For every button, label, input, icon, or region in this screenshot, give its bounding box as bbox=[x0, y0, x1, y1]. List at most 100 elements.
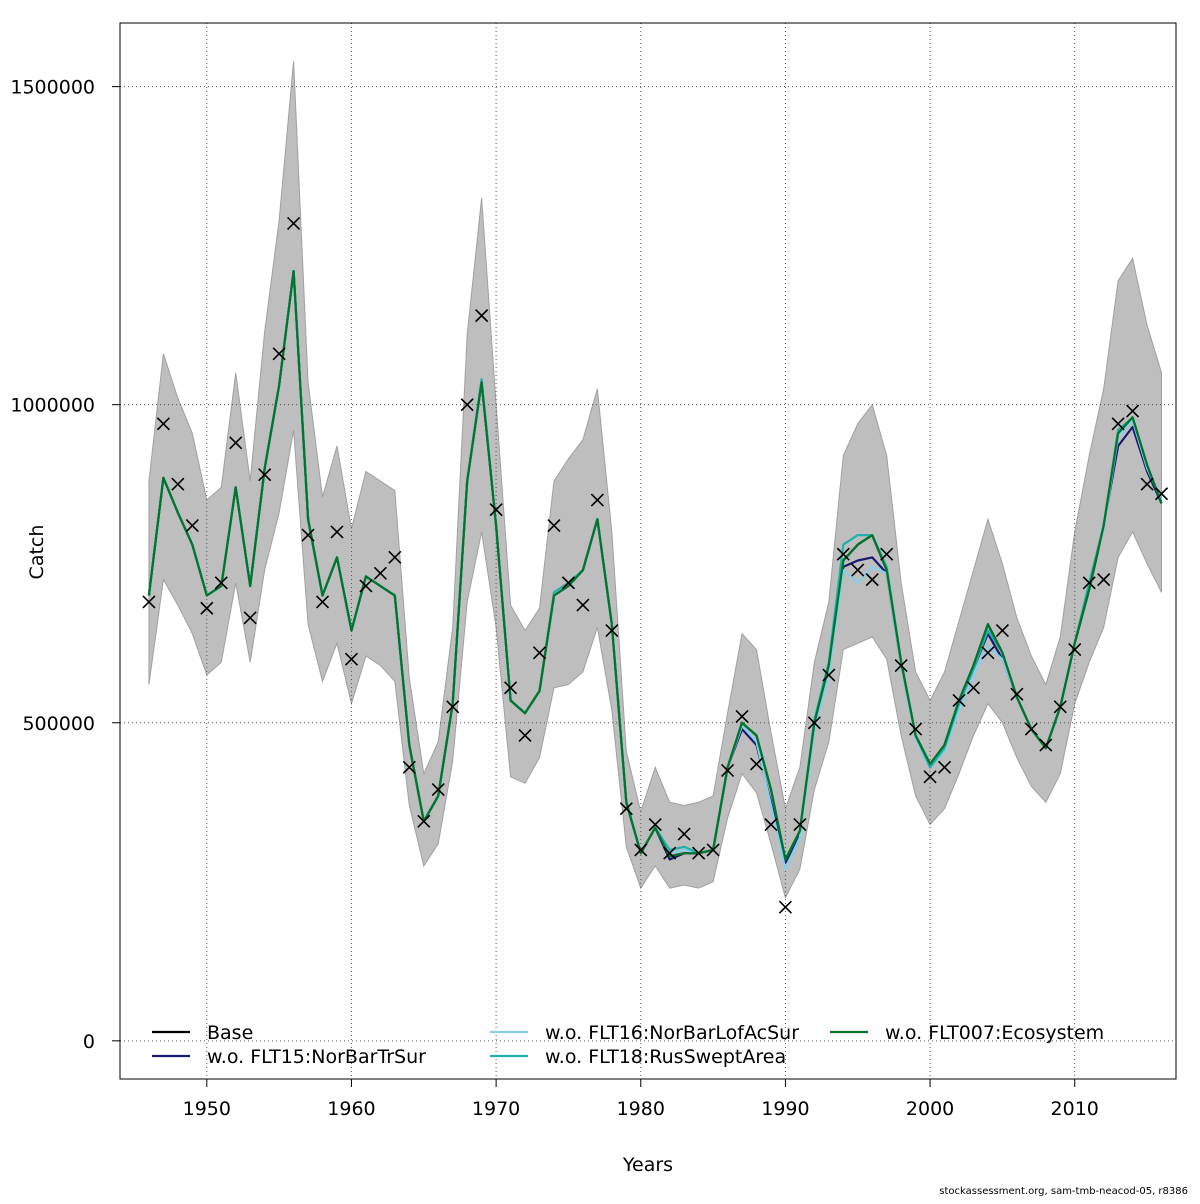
observed-point bbox=[402, 760, 416, 774]
x-tick-label: 2010 bbox=[1051, 1098, 1099, 1120]
observed-point bbox=[315, 595, 330, 609]
y-tick-label: 500000 bbox=[22, 713, 95, 735]
observed-point bbox=[937, 760, 952, 774]
observed-point bbox=[1082, 576, 1096, 590]
series-line bbox=[147, 270, 1163, 861]
observed-point bbox=[590, 493, 604, 507]
observed-point bbox=[1039, 738, 1053, 752]
observed-point bbox=[720, 763, 735, 778]
observed-point bbox=[619, 802, 633, 816]
observed-point bbox=[677, 827, 691, 841]
observed-point bbox=[489, 503, 503, 517]
observed-point bbox=[764, 817, 778, 832]
observed-point bbox=[214, 576, 228, 590]
observed-point bbox=[359, 579, 373, 593]
observed-point bbox=[561, 576, 576, 590]
observed-point bbox=[605, 623, 619, 638]
x-tick-label: 1990 bbox=[761, 1098, 809, 1120]
observed-point bbox=[663, 846, 677, 860]
observed-point bbox=[171, 477, 185, 491]
y-axis-label: Catch bbox=[26, 525, 48, 580]
x-tick-label: 1960 bbox=[327, 1098, 375, 1120]
x-axis-label: Years bbox=[622, 1154, 673, 1176]
observed-point bbox=[749, 757, 764, 771]
observed-point bbox=[344, 652, 359, 666]
observed-point bbox=[229, 436, 243, 450]
observed-point bbox=[1024, 722, 1038, 736]
observed-point bbox=[185, 518, 199, 533]
observed-point bbox=[923, 770, 937, 784]
y-tick-label: 0 bbox=[83, 1031, 95, 1053]
observed-point bbox=[822, 668, 836, 682]
observed-point bbox=[793, 817, 807, 832]
observed-points-layer bbox=[142, 216, 1169, 914]
observed-point bbox=[706, 843, 720, 857]
observed-point bbox=[1068, 643, 1082, 657]
observed-point bbox=[692, 846, 706, 860]
observed-point bbox=[836, 547, 850, 561]
observed-point bbox=[634, 843, 648, 857]
observed-point bbox=[373, 566, 387, 580]
observed-point bbox=[880, 547, 894, 561]
y-tick-label: 1500000 bbox=[10, 77, 95, 99]
axes-layer: 1950 1960 1970 1980 1990 2000 2010 0 500000 10000… bbox=[10, 77, 1099, 1120]
x-tick-label: 1950 bbox=[183, 1098, 231, 1120]
observed-point bbox=[1140, 477, 1154, 491]
observed-point bbox=[1053, 700, 1067, 714]
observed-point bbox=[200, 601, 214, 615]
observed-point bbox=[807, 716, 821, 730]
observed-point bbox=[576, 598, 590, 612]
observed-point bbox=[1126, 404, 1140, 418]
x-tick-label: 1980 bbox=[617, 1098, 665, 1120]
observed-point bbox=[1010, 687, 1024, 701]
confidence-band-layer bbox=[148, 61, 1163, 900]
observed-point bbox=[648, 817, 662, 832]
observed-point bbox=[981, 646, 995, 660]
observed-point bbox=[909, 722, 923, 736]
observed-point bbox=[778, 900, 792, 914]
series-layer bbox=[147, 270, 1163, 871]
x-tick-label: 1970 bbox=[472, 1098, 520, 1120]
observed-point bbox=[952, 693, 966, 708]
observed-point bbox=[865, 573, 879, 587]
observed-point bbox=[518, 728, 532, 743]
footer-credit: stockassessment.org, sam-tmb-neacod-05, … bbox=[939, 1186, 1188, 1197]
observed-point bbox=[1111, 417, 1125, 431]
legend-label: w.o. FLT18:RusSweptArea bbox=[545, 1046, 786, 1068]
observed-point bbox=[966, 681, 981, 695]
observed-point bbox=[258, 468, 272, 482]
legend-label: w.o. FLT16:NorBarLofAcSur bbox=[545, 1022, 799, 1044]
observed-point bbox=[417, 814, 431, 828]
legend-label: w.o. FLT007:Ecosystem bbox=[885, 1022, 1104, 1044]
observed-point bbox=[735, 709, 749, 723]
observed-point bbox=[1154, 487, 1169, 501]
observed-point bbox=[504, 681, 518, 695]
observed-point bbox=[156, 417, 170, 431]
observed-point bbox=[431, 782, 445, 797]
observed-point bbox=[995, 623, 1009, 638]
observed-point bbox=[547, 518, 561, 533]
observed-point bbox=[330, 525, 344, 539]
observed-point bbox=[301, 528, 315, 542]
observed-point bbox=[851, 563, 865, 577]
observed-point bbox=[142, 595, 156, 609]
legend-label: w.o. FLT15:NorBarTrSur bbox=[207, 1046, 426, 1068]
grid-layer bbox=[120, 23, 1176, 1079]
plot-frame bbox=[119, 22, 1177, 1080]
observed-point bbox=[894, 658, 908, 673]
confidence-band bbox=[148, 61, 1163, 900]
observed-point bbox=[532, 646, 547, 660]
observed-point bbox=[460, 398, 474, 412]
observed-point bbox=[287, 216, 301, 230]
observed-point bbox=[388, 550, 402, 564]
observed-point bbox=[1097, 573, 1111, 587]
x-tick-label: 2000 bbox=[906, 1098, 954, 1120]
observed-point bbox=[446, 700, 460, 714]
observed-point bbox=[272, 347, 286, 361]
y-tick-label: 1000000 bbox=[10, 395, 95, 417]
observed-point bbox=[243, 611, 257, 625]
legend-label: Base bbox=[207, 1022, 253, 1044]
